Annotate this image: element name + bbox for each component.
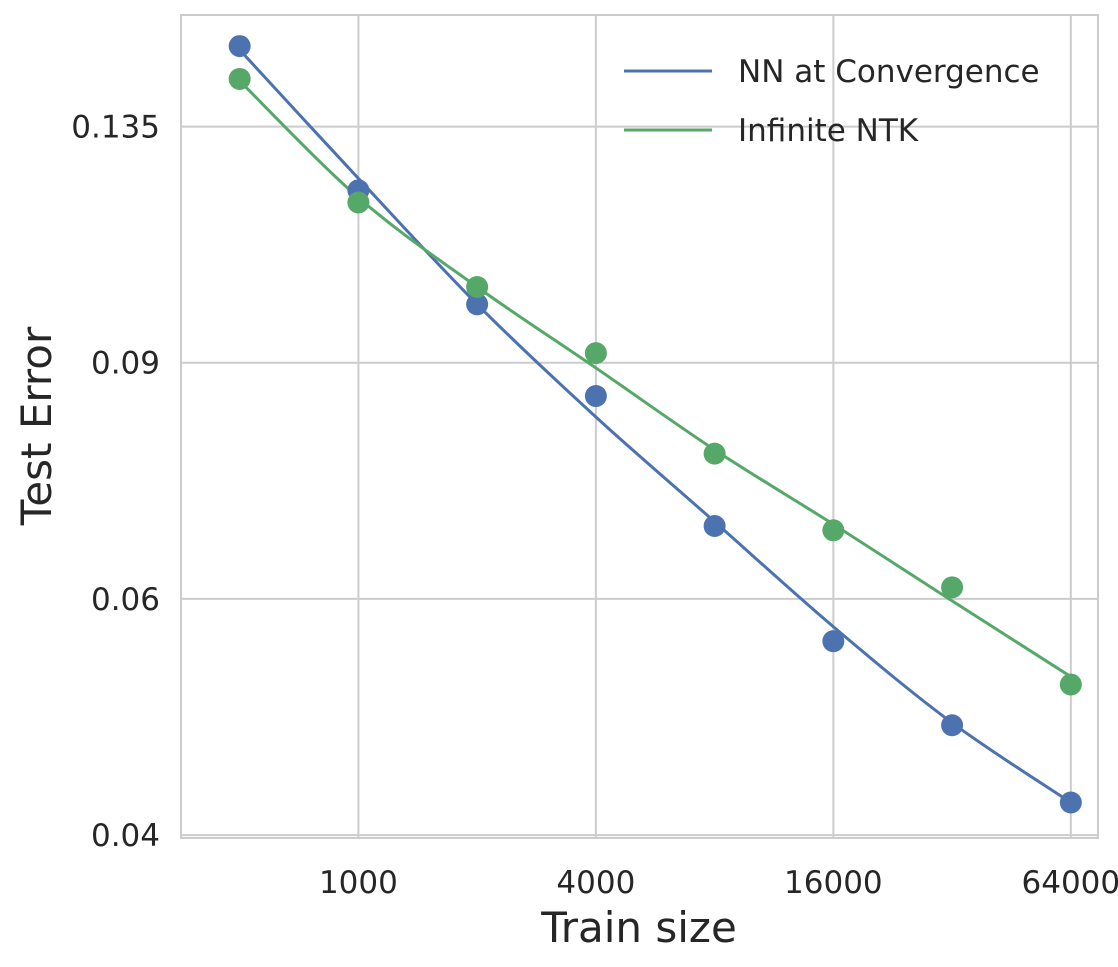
x-tick-labels: 1000 4000 16000 64000 bbox=[319, 865, 1118, 901]
legend-label-nn: NN at Convergence bbox=[738, 54, 1040, 90]
data-point-ntk bbox=[1059, 673, 1082, 696]
data-point-nn bbox=[466, 293, 489, 316]
y-tick-labels: 0.04 0.06 0.09 0.135 bbox=[71, 110, 160, 855]
x-tick-label: 4000 bbox=[556, 865, 635, 901]
data-point-ntk bbox=[584, 342, 607, 365]
data-point-ntk bbox=[466, 275, 489, 298]
data-point-nn bbox=[228, 35, 251, 58]
data-point-ntk bbox=[822, 519, 845, 542]
data-point-ntk bbox=[941, 576, 964, 599]
data-point-nn bbox=[941, 714, 964, 737]
y-tick-label: 0.135 bbox=[71, 110, 160, 146]
plot-frame bbox=[180, 14, 1099, 839]
legend: NN at Convergence Infinite NTK bbox=[624, 54, 1040, 149]
data-point-ntk bbox=[228, 67, 251, 90]
y-tick-label: 0.09 bbox=[91, 346, 160, 382]
grid bbox=[181, 15, 1098, 838]
data-point-nn bbox=[1059, 791, 1082, 814]
x-tick-label: 16000 bbox=[784, 865, 883, 901]
y-axis-title: Test Error bbox=[12, 326, 61, 526]
series-layer bbox=[228, 35, 1082, 814]
data-point-ntk bbox=[703, 442, 726, 465]
data-point-ntk bbox=[347, 191, 370, 214]
series-line-nn bbox=[238, 48, 1072, 804]
x-axis-title: Train size bbox=[540, 903, 737, 952]
data-point-nn bbox=[703, 515, 726, 538]
y-tick-label: 0.04 bbox=[91, 818, 160, 854]
x-tick-label: 64000 bbox=[1022, 865, 1118, 901]
x-tick-label: 1000 bbox=[319, 865, 398, 901]
legend-label-ntk: Infinite NTK bbox=[738, 113, 919, 149]
data-point-nn bbox=[584, 385, 607, 408]
y-tick-label: 0.06 bbox=[91, 582, 160, 618]
data-point-nn bbox=[822, 630, 845, 653]
